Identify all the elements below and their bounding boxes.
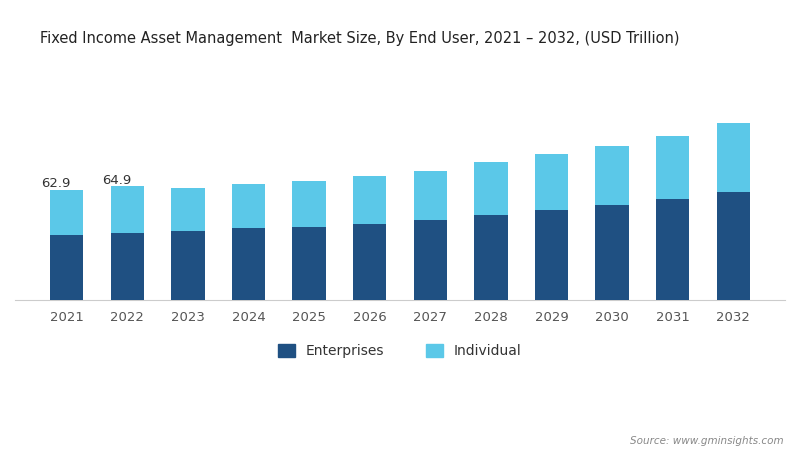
Bar (474, 215, 507, 300)
Bar (414, 220, 447, 300)
Bar (232, 228, 265, 300)
Bar (717, 123, 750, 192)
Bar (171, 231, 205, 300)
Text: 64.9: 64.9 (102, 174, 131, 187)
Bar (535, 154, 568, 210)
Bar (50, 190, 83, 235)
Bar (353, 224, 386, 300)
Bar (232, 184, 265, 228)
Bar (293, 181, 326, 226)
Legend: Enterprises, Individual: Enterprises, Individual (273, 339, 527, 364)
Bar (595, 146, 629, 205)
Bar (595, 205, 629, 300)
Text: 62.9: 62.9 (42, 177, 70, 190)
Bar (50, 235, 83, 300)
Text: Fixed Income Asset Management  Market Size, By End User, 2021 – 2032, (USD Trill: Fixed Income Asset Management Market Siz… (40, 32, 679, 46)
Bar (171, 188, 205, 231)
Bar (110, 233, 144, 300)
Bar (656, 135, 690, 198)
Bar (474, 162, 507, 215)
Bar (353, 176, 386, 224)
Bar (656, 198, 690, 300)
Bar (414, 171, 447, 220)
Bar (110, 186, 144, 233)
Bar (717, 192, 750, 300)
Bar (535, 210, 568, 300)
Text: Source: www.gminsights.com: Source: www.gminsights.com (630, 436, 784, 446)
Bar (293, 226, 326, 300)
